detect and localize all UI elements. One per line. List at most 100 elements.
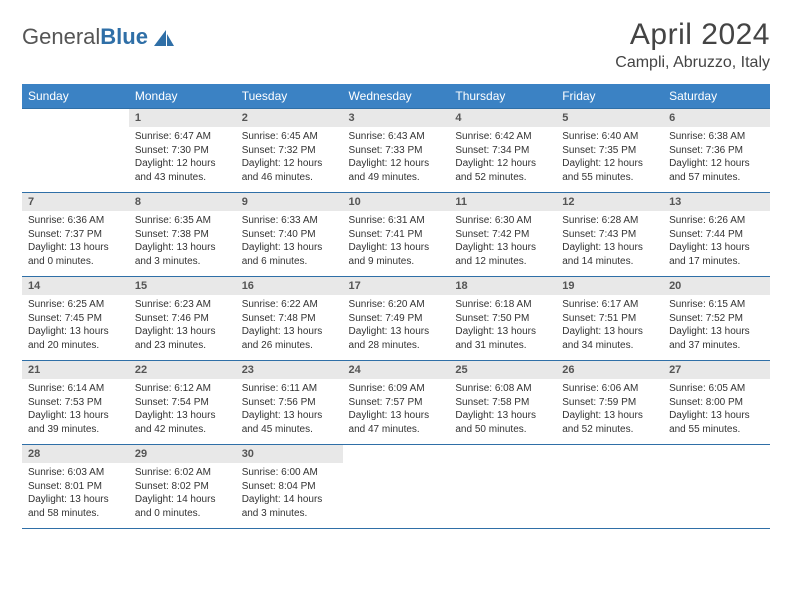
day-details: Sunrise: 6:28 AMSunset: 7:43 PMDaylight:… [556,211,663,276]
daylight-line: Daylight: 13 hours and 42 minutes. [135,409,230,436]
sunset-line: Sunset: 8:00 PM [669,396,764,410]
day-details: Sunrise: 6:35 AMSunset: 7:38 PMDaylight:… [129,211,236,276]
daylight-line: Daylight: 13 hours and 12 minutes. [455,241,550,268]
day-details: Sunrise: 6:02 AMSunset: 8:02 PMDaylight:… [129,463,236,528]
brand-text: GeneralBlue [22,24,148,50]
day-details: Sunrise: 6:26 AMSunset: 7:44 PMDaylight:… [663,211,770,276]
sunset-line: Sunset: 7:40 PM [242,228,337,242]
day-number: 25 [449,361,556,379]
calendar-day-cell: 2Sunrise: 6:45 AMSunset: 7:32 PMDaylight… [236,109,343,193]
day-number: 7 [22,193,129,211]
day-number: 27 [663,361,770,379]
calendar-day-cell: 13Sunrise: 6:26 AMSunset: 7:44 PMDayligh… [663,193,770,277]
calendar-day-cell: 30Sunrise: 6:00 AMSunset: 8:04 PMDayligh… [236,445,343,529]
day-number: 30 [236,445,343,463]
sunrise-line: Sunrise: 6:17 AM [562,298,657,312]
day-details: Sunrise: 6:08 AMSunset: 7:58 PMDaylight:… [449,379,556,444]
calendar-day-cell: 26Sunrise: 6:06 AMSunset: 7:59 PMDayligh… [556,361,663,445]
calendar-day-cell: 16Sunrise: 6:22 AMSunset: 7:48 PMDayligh… [236,277,343,361]
sunset-line: Sunset: 7:30 PM [135,144,230,158]
calendar-day-cell: 27Sunrise: 6:05 AMSunset: 8:00 PMDayligh… [663,361,770,445]
daylight-line: Daylight: 13 hours and 58 minutes. [28,493,123,520]
sunrise-line: Sunrise: 6:35 AM [135,214,230,228]
day-details: Sunrise: 6:30 AMSunset: 7:42 PMDaylight:… [449,211,556,276]
daylight-line: Daylight: 12 hours and 46 minutes. [242,157,337,184]
title-block: April 2024 Campli, Abruzzo, Italy [615,18,770,72]
calendar-day-cell: .. [22,109,129,193]
weekday-header: Saturday [663,84,770,109]
sunset-line: Sunset: 7:52 PM [669,312,764,326]
sunset-line: Sunset: 7:33 PM [349,144,444,158]
calendar-day-cell: 10Sunrise: 6:31 AMSunset: 7:41 PMDayligh… [343,193,450,277]
calendar-day-cell: .. [343,445,450,529]
sunrise-line: Sunrise: 6:42 AM [455,130,550,144]
day-number: 26 [556,361,663,379]
sunset-line: Sunset: 7:44 PM [669,228,764,242]
calendar-day-cell: 15Sunrise: 6:23 AMSunset: 7:46 PMDayligh… [129,277,236,361]
sunrise-line: Sunrise: 6:25 AM [28,298,123,312]
sunrise-line: Sunrise: 6:20 AM [349,298,444,312]
daylight-line: Daylight: 12 hours and 55 minutes. [562,157,657,184]
sunset-line: Sunset: 7:37 PM [28,228,123,242]
location-label: Campli, Abruzzo, Italy [615,54,770,72]
day-details: Sunrise: 6:42 AMSunset: 7:34 PMDaylight:… [449,127,556,192]
daylight-line: Daylight: 13 hours and 47 minutes. [349,409,444,436]
sunrise-line: Sunrise: 6:36 AM [28,214,123,228]
calendar-day-cell: .. [663,445,770,529]
calendar-day-cell: 17Sunrise: 6:20 AMSunset: 7:49 PMDayligh… [343,277,450,361]
sunrise-line: Sunrise: 6:33 AM [242,214,337,228]
daylight-line: Daylight: 13 hours and 37 minutes. [669,325,764,352]
sunrise-line: Sunrise: 6:23 AM [135,298,230,312]
calendar-day-cell: 11Sunrise: 6:30 AMSunset: 7:42 PMDayligh… [449,193,556,277]
sunrise-line: Sunrise: 6:22 AM [242,298,337,312]
calendar-day-cell: 20Sunrise: 6:15 AMSunset: 7:52 PMDayligh… [663,277,770,361]
day-number: 4 [449,109,556,127]
day-details: Sunrise: 6:22 AMSunset: 7:48 PMDaylight:… [236,295,343,360]
daylight-line: Daylight: 13 hours and 17 minutes. [669,241,764,268]
sunrise-line: Sunrise: 6:09 AM [349,382,444,396]
day-details: Sunrise: 6:43 AMSunset: 7:33 PMDaylight:… [343,127,450,192]
sunset-line: Sunset: 7:34 PM [455,144,550,158]
daylight-line: Daylight: 13 hours and 20 minutes. [28,325,123,352]
sunrise-line: Sunrise: 6:28 AM [562,214,657,228]
day-details: Sunrise: 6:38 AMSunset: 7:36 PMDaylight:… [663,127,770,192]
day-number: 22 [129,361,236,379]
day-details: Sunrise: 6:12 AMSunset: 7:54 PMDaylight:… [129,379,236,444]
sunset-line: Sunset: 7:49 PM [349,312,444,326]
day-number: 6 [663,109,770,127]
sunset-line: Sunset: 7:38 PM [135,228,230,242]
daylight-line: Daylight: 13 hours and 23 minutes. [135,325,230,352]
daylight-line: Daylight: 13 hours and 26 minutes. [242,325,337,352]
day-number: 13 [663,193,770,211]
day-number: 23 [236,361,343,379]
sunset-line: Sunset: 7:36 PM [669,144,764,158]
sunset-line: Sunset: 7:50 PM [455,312,550,326]
sunset-line: Sunset: 8:02 PM [135,480,230,494]
day-number: 16 [236,277,343,295]
day-details: Sunrise: 6:45 AMSunset: 7:32 PMDaylight:… [236,127,343,192]
day-number: 8 [129,193,236,211]
day-details: Sunrise: 6:33 AMSunset: 7:40 PMDaylight:… [236,211,343,276]
calendar-week-row: 7 Sunrise: 6:36 AMSunset: 7:37 PM Daylight… [22,193,770,277]
calendar-day-cell: 21Sunrise: 6:14 AMSunset: 7:53 PMDayligh… [22,361,129,445]
day-number: 14 [22,277,129,295]
daylight-line: Daylight: 12 hours and 52 minutes. [455,157,550,184]
sunrise-line: Sunrise: 6:40 AM [562,130,657,144]
sunset-line: Sunset: 7:56 PM [242,396,337,410]
calendar-day-cell: 19Sunrise: 6:17 AMSunset: 7:51 PMDayligh… [556,277,663,361]
day-details: Sunrise: 6:20 AMSunset: 7:49 PMDaylight:… [343,295,450,360]
weekday-header: Friday [556,84,663,109]
day-number: 3 [343,109,450,127]
calendar-day-cell: 24Sunrise: 6:09 AMSunset: 7:57 PMDayligh… [343,361,450,445]
sunset-line: Sunset: 7:41 PM [349,228,444,242]
daylight-line: Daylight: 13 hours and 45 minutes. [242,409,337,436]
brand-sail-icon [152,28,176,48]
sunrise-line: Sunrise: 6:30 AM [455,214,550,228]
sunset-line: Sunset: 7:57 PM [349,396,444,410]
sunset-line: Sunset: 7:45 PM [28,312,123,326]
daylight-line: Daylight: 14 hours and 0 minutes. [135,493,230,520]
sunrise-line: Sunrise: 6:08 AM [455,382,550,396]
sunrise-line: Sunrise: 6:26 AM [669,214,764,228]
day-number: 28 [22,445,129,463]
day-number: 20 [663,277,770,295]
